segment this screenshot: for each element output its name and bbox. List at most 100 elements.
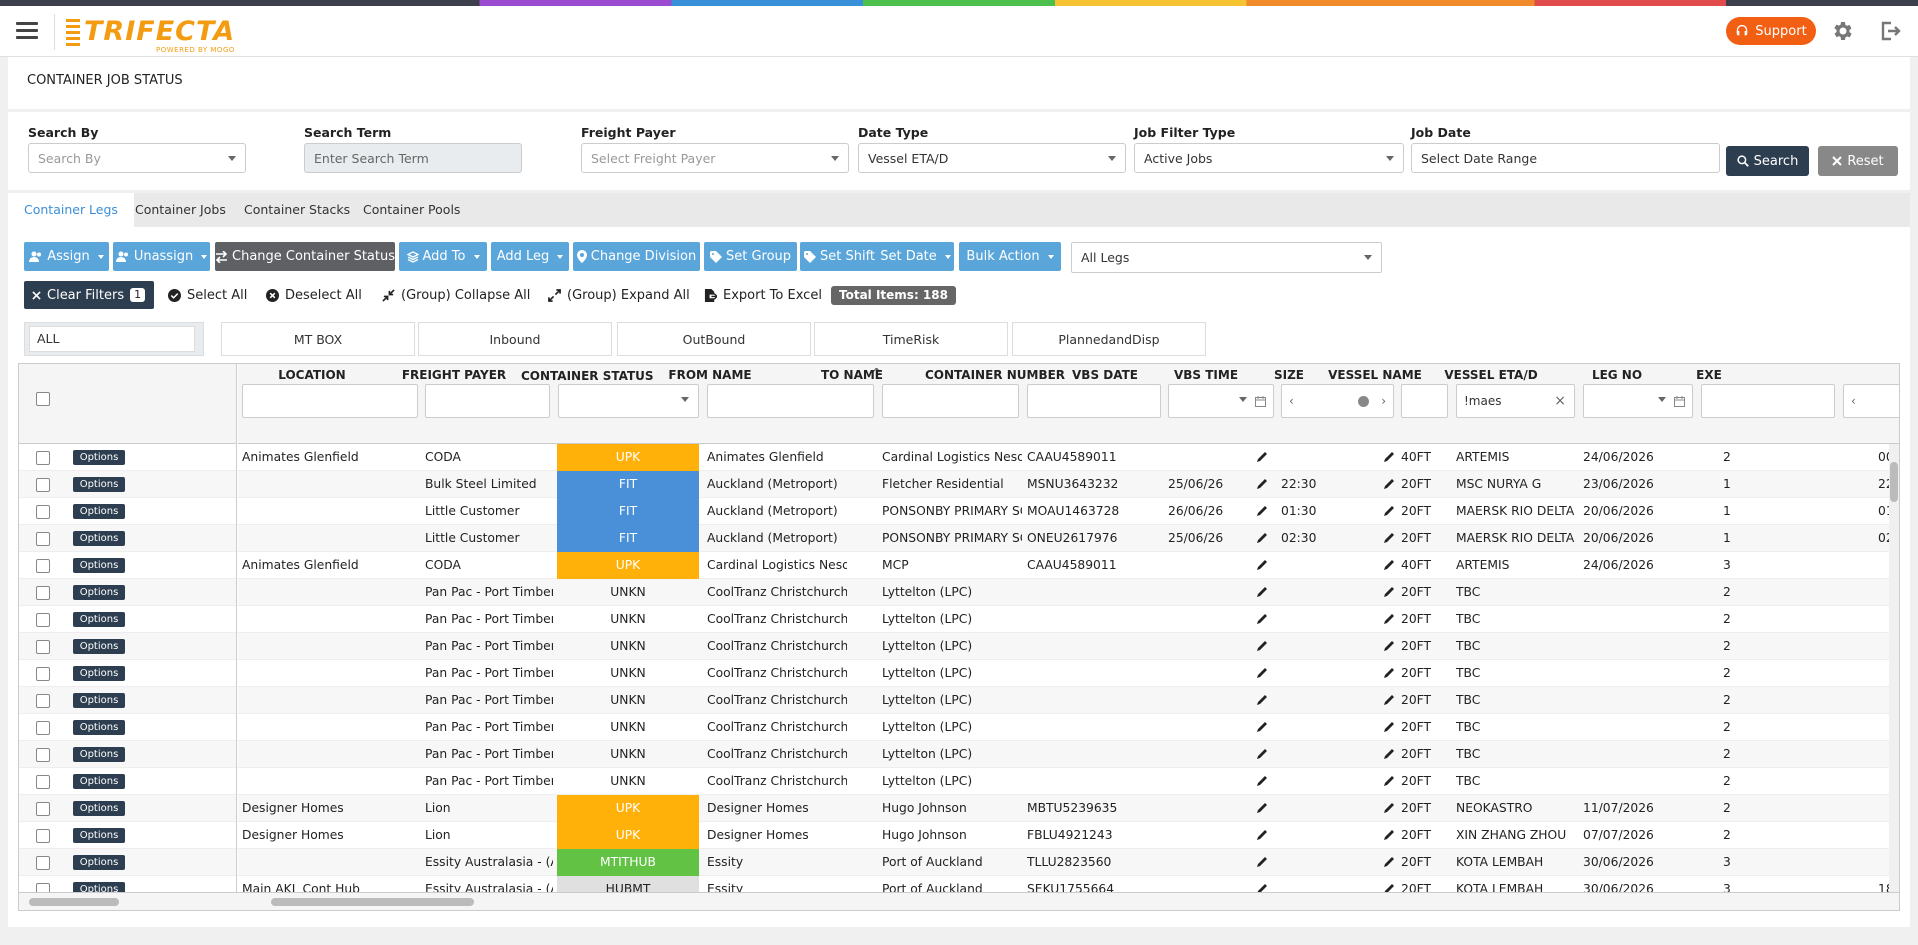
filter-from-name[interactable] [707, 384, 874, 418]
pencil-icon[interactable] [1256, 667, 1268, 679]
status-badge[interactable]: UPK [557, 552, 699, 579]
chevron-left-icon[interactable]: ‹ [1289, 394, 1294, 408]
date-type-select[interactable]: Vessel ETA/D [858, 143, 1126, 173]
pinned-scroll-thumb[interactable] [29, 898, 119, 906]
status-badge[interactable]: HUBMT [557, 876, 699, 892]
row-checkbox[interactable] [36, 640, 50, 654]
export-excel-button[interactable]: Export To Excel [696, 281, 830, 309]
tab-container-jobs[interactable]: Container Jobs [135, 202, 226, 217]
chevron-left-icon[interactable]: ‹ [1851, 394, 1856, 408]
table-row[interactable]: Options [19, 768, 236, 795]
horizontal-scrollbar[interactable] [19, 892, 1899, 910]
pencil-icon[interactable] [1383, 748, 1395, 760]
row-checkbox[interactable] [36, 559, 50, 573]
close-icon[interactable]: × [1554, 393, 1566, 409]
col-vbs-time[interactable]: VBS TIME [1173, 368, 1239, 382]
status-badge[interactable]: UNKN [610, 639, 646, 653]
bulk-action-button[interactable]: Bulk Action [959, 242, 1061, 271]
col-leg-no[interactable]: LEG NO [1591, 368, 1643, 382]
pencil-icon[interactable] [1256, 748, 1268, 760]
pencil-icon[interactable] [1383, 586, 1395, 598]
add-to-button[interactable]: Add To [399, 242, 487, 271]
filter-freight-payer[interactable] [425, 384, 550, 418]
options-button[interactable]: Options [73, 693, 125, 708]
change-division-button[interactable]: Change Division [573, 242, 700, 271]
status-badge[interactable]: UPK [557, 444, 699, 471]
row-checkbox[interactable] [36, 613, 50, 627]
options-button[interactable]: Options [73, 558, 125, 573]
collapse-all-button[interactable]: (Group) Collapse All [374, 281, 539, 309]
search-button[interactable]: Search [1726, 146, 1809, 176]
filter-vbs-time[interactable]: ‹ › [1281, 384, 1394, 418]
status-badge[interactable]: UNKN [610, 774, 646, 788]
legs-select[interactable]: All Legs [1071, 242, 1382, 273]
status-badge[interactable]: UPK [557, 795, 699, 822]
table-row[interactable]: Options [19, 498, 236, 525]
assign-button[interactable]: Assign [24, 242, 109, 271]
quick-tab-inbound[interactable]: Inbound [418, 322, 612, 356]
options-button[interactable]: Options [73, 801, 125, 816]
pencil-icon[interactable] [1383, 532, 1395, 544]
status-badge[interactable]: UNKN [610, 612, 646, 626]
options-button[interactable]: Options [73, 855, 125, 870]
status-badge[interactable]: FIT [557, 498, 699, 525]
change-status-button[interactable]: Change Container Status [215, 242, 395, 271]
col-location[interactable]: LOCATION [278, 368, 346, 382]
quick-tab-all[interactable]: ALL [24, 322, 204, 356]
chevron-right-icon[interactable]: › [1381, 394, 1386, 408]
pencil-icon[interactable] [1383, 667, 1395, 679]
row-checkbox[interactable] [36, 451, 50, 465]
col-vbs-date[interactable]: VBS DATE [1072, 368, 1138, 382]
row-checkbox[interactable] [36, 721, 50, 735]
row-checkbox[interactable] [36, 856, 50, 870]
vertical-scrollbar[interactable] [1889, 444, 1899, 892]
row-checkbox[interactable] [36, 586, 50, 600]
pencil-icon[interactable] [1383, 829, 1395, 841]
pencil-icon[interactable] [1256, 802, 1268, 814]
freight-payer-select[interactable]: Select Freight Payer [581, 143, 849, 173]
pencil-icon[interactable] [1383, 883, 1395, 892]
filter-container-status[interactable] [558, 384, 699, 418]
pencil-icon[interactable] [1383, 802, 1395, 814]
row-checkbox[interactable] [36, 478, 50, 492]
pencil-icon[interactable] [1256, 829, 1268, 841]
table-row[interactable]: Options [19, 660, 236, 687]
table-row[interactable]: Options [19, 525, 236, 552]
row-checkbox[interactable] [36, 667, 50, 681]
col-freight-payer[interactable]: FREIGHT PAYER [401, 368, 507, 382]
support-button[interactable]: Support [1726, 17, 1816, 45]
status-badge[interactable]: UNKN [610, 585, 646, 599]
status-badge[interactable]: FIT [557, 525, 699, 552]
options-button[interactable]: Options [73, 666, 125, 681]
row-checkbox[interactable] [36, 775, 50, 789]
table-row[interactable]: Options [19, 741, 236, 768]
table-row[interactable]: Options [19, 849, 236, 876]
options-button[interactable]: Options [73, 639, 125, 654]
filter-vessel-name[interactable]: !maes × [1456, 384, 1575, 418]
menu-icon[interactable] [16, 22, 38, 39]
table-row[interactable]: Options [19, 579, 236, 606]
pencil-icon[interactable] [1256, 856, 1268, 868]
table-row[interactable]: Options [19, 687, 236, 714]
filter-location[interactable] [242, 384, 418, 418]
filter-leg-no[interactable] [1701, 384, 1835, 418]
pencil-icon[interactable] [1256, 532, 1268, 544]
options-button[interactable]: Options [73, 504, 125, 519]
table-row[interactable]: Options [19, 444, 236, 471]
quick-tab-outbound[interactable]: OutBound [617, 322, 811, 356]
pencil-icon[interactable] [1256, 505, 1268, 517]
options-button[interactable]: Options [73, 531, 125, 546]
status-badge[interactable]: MTITHUB [557, 849, 699, 876]
pencil-icon[interactable] [1383, 721, 1395, 733]
pencil-icon[interactable] [1256, 640, 1268, 652]
status-badge[interactable]: FIT [557, 471, 699, 498]
pencil-icon[interactable] [1383, 856, 1395, 868]
pencil-icon[interactable] [1383, 694, 1395, 706]
quick-tab-mt-box[interactable]: MT BOX [221, 322, 415, 356]
row-checkbox[interactable] [36, 829, 50, 843]
options-button[interactable]: Options [73, 477, 125, 492]
row-checkbox[interactable] [36, 748, 50, 762]
tab-container-pools[interactable]: Container Pools [363, 202, 461, 217]
options-button[interactable]: Options [73, 720, 125, 735]
filter-vbs-date[interactable] [1168, 384, 1274, 418]
